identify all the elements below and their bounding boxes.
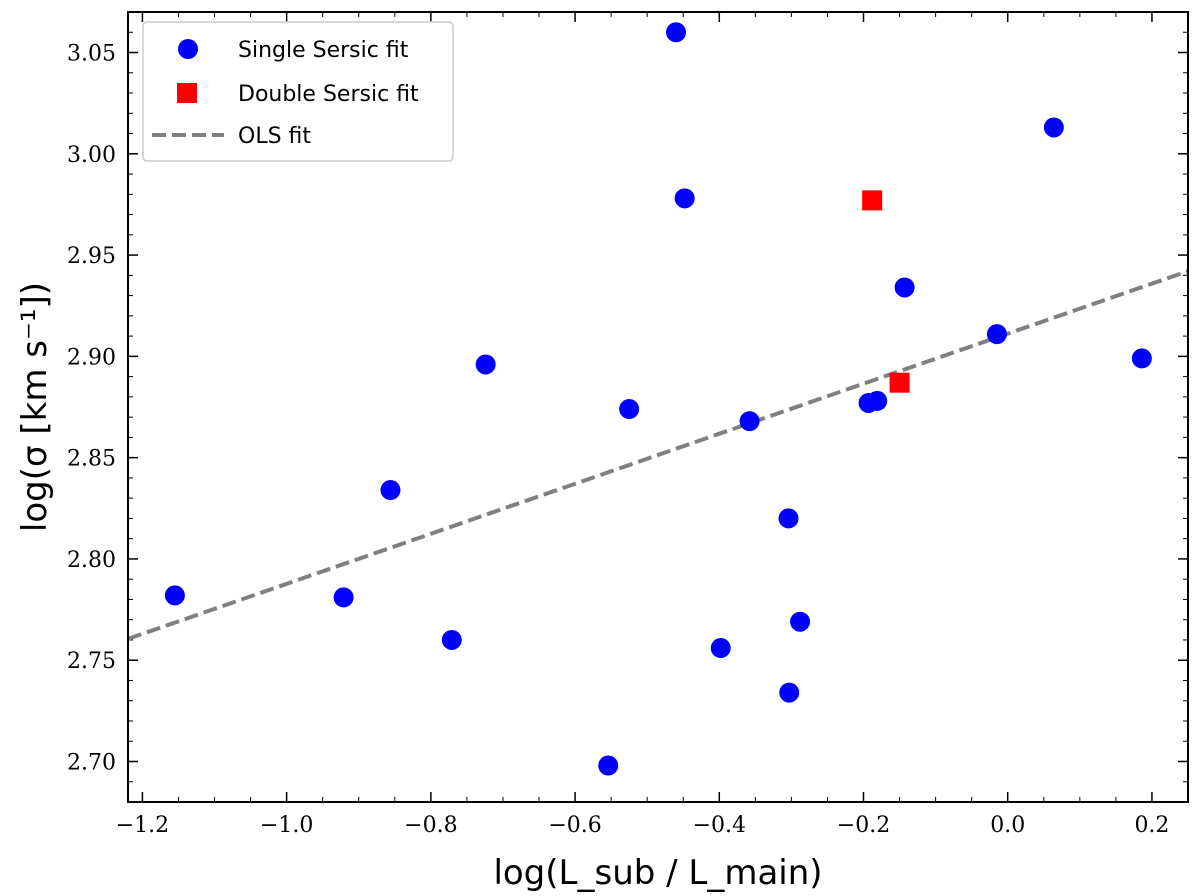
double-sersic-point — [889, 372, 910, 393]
ols-fit-line — [127, 269, 1189, 641]
legend-label-single: Single Sersic fit — [238, 38, 409, 63]
single-sersic-point — [778, 508, 799, 529]
single-sersic-point — [894, 277, 915, 298]
plot-frame — [127, 11, 1189, 803]
double-sersic-point — [862, 190, 883, 211]
single-sersic-point — [739, 411, 760, 432]
single-sersic-point — [867, 390, 888, 411]
y-tick-label: 3.00 — [67, 143, 116, 168]
single-sersic-point — [333, 587, 354, 608]
x-tick-label: −0.2 — [837, 813, 890, 838]
x-tick-label: −1.0 — [260, 813, 313, 838]
x-tick-label: −1.2 — [116, 813, 169, 838]
y-tick-label: 2.80 — [67, 548, 116, 573]
data-points — [164, 22, 1152, 776]
y-tick-label: 2.70 — [67, 750, 116, 775]
single-sersic-point — [164, 585, 185, 606]
single-sersic-point — [666, 22, 687, 43]
legend-marker-single — [178, 39, 198, 59]
x-tick-label: −0.6 — [548, 813, 601, 838]
single-sersic-point — [710, 638, 731, 659]
y-tick-label: 2.90 — [67, 345, 116, 370]
x-axis-label: log(L_sub / L_main) — [493, 853, 822, 893]
x-tick-label: −0.4 — [693, 813, 746, 838]
single-sersic-point — [986, 324, 1007, 345]
single-sersic-point — [674, 188, 695, 209]
y-tick-label: 2.95 — [67, 244, 116, 269]
single-sersic-point — [790, 611, 811, 632]
y-tick-label: 2.75 — [67, 649, 116, 674]
single-sersic-point — [1131, 348, 1152, 369]
ols-fit-group — [127, 269, 1189, 641]
single-sersic-point — [598, 755, 619, 776]
legend-marker-double — [177, 83, 197, 103]
single-sersic-point — [1043, 117, 1064, 138]
single-sersic-point — [619, 399, 640, 420]
legend-frame — [142, 21, 454, 162]
x-tick-label: 0.0 — [990, 813, 1025, 838]
y-tick-label: 3.05 — [67, 42, 116, 67]
single-sersic-point — [441, 629, 462, 650]
single-sersic-point — [475, 354, 496, 375]
legend-label-ols: OLS fit — [238, 124, 311, 149]
y-tick-label: 2.85 — [67, 447, 116, 472]
x-tick-label: 0.2 — [1134, 813, 1169, 838]
y-axis-label: log(σ [km s⁻¹]) — [15, 282, 55, 532]
single-sersic-point — [380, 480, 401, 501]
legend: Single Sersic fit Double Sersic fit OLS … — [142, 21, 454, 162]
tick-labels: −1.2 −1.0 −0.8 −0.6 −0.4 −0.2 0.0 0.2 2.70 2.75 2.… — [67, 42, 1169, 838]
legend-label-double: Double Sersic fit — [238, 82, 419, 107]
single-sersic-point — [779, 682, 800, 703]
x-tick-label: −0.8 — [404, 813, 457, 838]
